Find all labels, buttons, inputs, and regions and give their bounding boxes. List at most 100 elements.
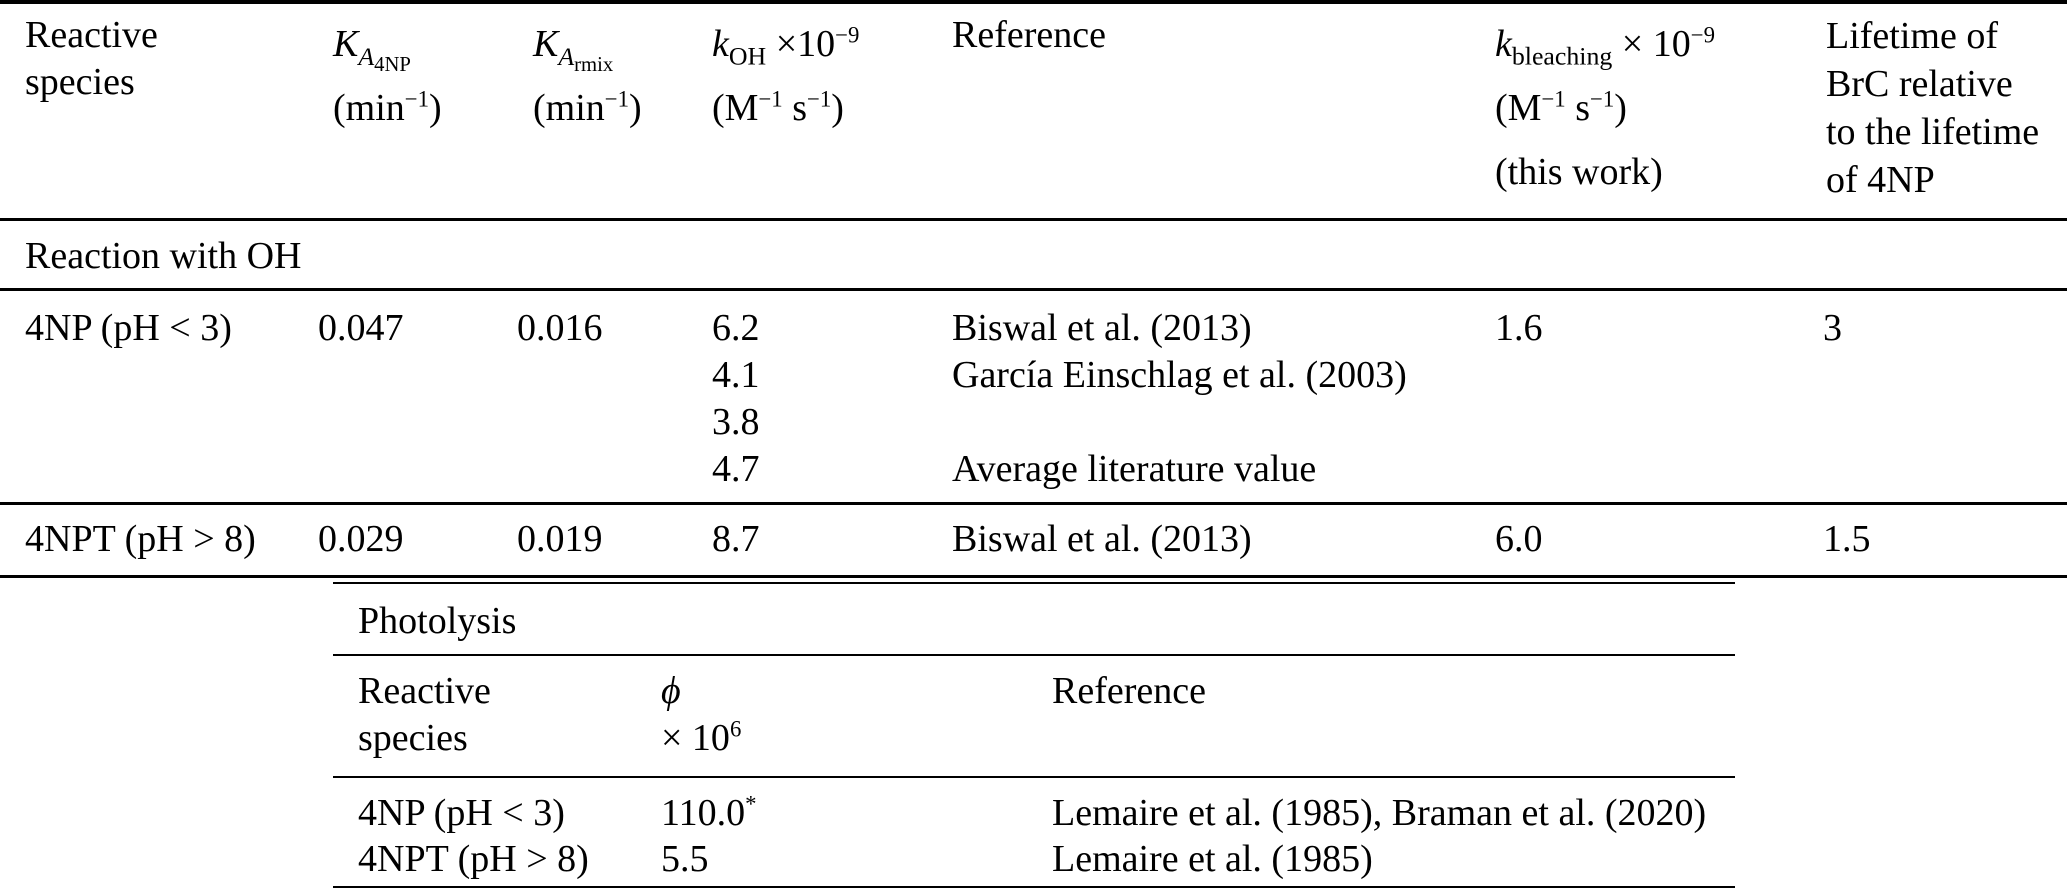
row-4np-ka-rmix: 0.016 [517, 307, 603, 349]
row-4npt-koh: 8.7 [712, 518, 760, 560]
unit-exponent: −1 [1541, 86, 1566, 112]
unit-exponent: −1 [404, 86, 430, 112]
symbol: k [712, 23, 729, 65]
unit-text: s [782, 87, 808, 129]
subscript-symbol: A [358, 41, 375, 71]
multiplier-line: × 106 [661, 715, 741, 762]
header-line: Lifetime of [1826, 15, 1998, 57]
row-4npt-ka-4np: 0.029 [318, 518, 404, 560]
symbol: K [533, 23, 559, 65]
koh-value: 4.1 [712, 354, 760, 396]
row-4np-bottom-rule [0, 502, 2067, 505]
unit-exponent: −1 [758, 86, 783, 112]
unit-text: (M [712, 87, 759, 129]
exponent: −9 [835, 22, 860, 48]
formula-line: ϕ [661, 668, 741, 715]
subscript: OH [728, 41, 767, 71]
header-bottom-rule [0, 218, 2067, 221]
row-4np-species: 4NP (pH < 3) [25, 307, 232, 349]
reference-entry: Lemaire et al. (1985), Braman et al. (20… [1052, 792, 1707, 834]
header-k-bleaching: kbleaching × 10−9 (M−1 s−1) (this work) [1495, 12, 1715, 204]
main-table-bottom-rule [0, 575, 2067, 578]
photolysis-header-reference: Reference [1052, 670, 1206, 712]
koh-value: 4.7 [712, 448, 760, 490]
subscript: Armix [558, 41, 613, 75]
photolysis-top-rule [333, 582, 1735, 584]
header-line: species [358, 717, 468, 759]
unit-text: (min [333, 87, 405, 129]
header-line: Reference [952, 14, 1106, 56]
phi-value: 110.0* [661, 790, 757, 836]
row-4np-references: Biswal et al. (2013) García Einschlag et… [952, 305, 1407, 493]
unit-text: s [1565, 87, 1591, 129]
unit-text: ) [629, 87, 642, 129]
reference-entry [952, 399, 1407, 446]
formula-line: kOH ×10−9 [712, 12, 859, 76]
phi-number: 5.5 [661, 838, 709, 880]
photolysis-reference-column: Lemaire et al. (1985), Braman et al. (20… [1052, 790, 1706, 882]
subscript: A4NP [358, 41, 411, 75]
sub-subscript: rmix [574, 53, 614, 76]
species-value: 4NPT (pH > 8) [358, 838, 589, 880]
unit-text: ) [831, 87, 844, 129]
sub-subscript: 4NP [374, 53, 411, 76]
main-table-top-rule [0, 0, 2067, 4]
header-lifetime: Lifetime of BrC relative to the lifetime… [1826, 12, 2039, 204]
row-4np-koh-values: 6.2 4.1 3.8 4.7 [712, 305, 760, 493]
row-4npt-lifetime: 1.5 [1823, 518, 1871, 560]
unit-text: ) [429, 87, 442, 129]
row-4np-ka-4np: 0.047 [318, 307, 404, 349]
photolysis-header-rule [333, 776, 1735, 778]
photolysis-bottom-rule [333, 886, 1735, 888]
photolysis-header-phi: ϕ × 106 [661, 668, 741, 762]
koh-value: 3.8 [712, 401, 760, 443]
header-line: to the lifetime [1826, 111, 2040, 153]
koh-value: 6.2 [712, 307, 760, 349]
note-line: (this work) [1495, 151, 1663, 193]
header-ka-4np: KA4NP (min−1) [333, 12, 442, 140]
formula-line: KArmix [533, 12, 642, 76]
photolysis-phi-column: 110.0* 5.5 [661, 790, 757, 882]
unit-exponent: −1 [1590, 86, 1615, 112]
unit-line: (M−1 s−1) [1495, 76, 1715, 140]
header-k-oh: kOH ×10−9 (M−1 s−1) [712, 12, 859, 140]
row-4npt-ka-rmix: 0.019 [517, 518, 603, 560]
row-4np-lifetime: 3 [1823, 307, 1842, 349]
symbol: K [333, 23, 359, 65]
section-label: Reaction with OH [25, 235, 302, 277]
phi-symbol: ϕ [661, 670, 681, 712]
header-ka-rmix: KArmix (min−1) [533, 12, 642, 140]
formula-line: KA4NP [333, 12, 442, 76]
photolysis-title: Photolysis [358, 600, 517, 642]
row-4npt-reference: Biswal et al. (2013) [952, 518, 1252, 560]
symbol: k [1495, 23, 1512, 65]
unit-line: (min−1) [533, 76, 642, 140]
section-bottom-rule [0, 288, 2067, 291]
header-reactive-species: Reactive species [25, 12, 158, 106]
header-line: Reactive [25, 14, 158, 56]
photolysis-species-column: 4NP (pH < 3) 4NPT (pH > 8) [358, 790, 589, 882]
header-line: species [25, 61, 135, 103]
unit-text: (M [1495, 87, 1542, 129]
reference-entry: García Einschlag et al. (2003) [952, 354, 1407, 396]
subscript: bleaching [1511, 41, 1613, 71]
multiplier: ×10 [766, 23, 836, 65]
header-reference: Reference [952, 12, 1106, 59]
unit-line: (min−1) [333, 76, 442, 140]
species-value: 4NP (pH < 3) [358, 792, 565, 834]
phi-value: 5.5 [661, 836, 757, 882]
reference-entry: Biswal et al. (2013) [952, 307, 1252, 349]
subscript-symbol: A [558, 41, 575, 71]
unit-text: ) [1614, 87, 1627, 129]
unit-text: (min [533, 87, 605, 129]
row-4npt-species: 4NPT (pH > 8) [25, 518, 256, 560]
header-line: BrC relative [1826, 63, 2013, 105]
photolysis-header-species: Reactive species [358, 668, 491, 762]
multiplier: × 10 [1612, 23, 1691, 65]
unit-exponent: −1 [604, 86, 630, 112]
exponent: −9 [1690, 22, 1715, 48]
reference-entry: Lemaire et al. (1985) [1052, 838, 1373, 880]
row-4np-k-bleaching: 1.6 [1495, 307, 1543, 349]
reference-entry: Average literature value [952, 448, 1317, 490]
